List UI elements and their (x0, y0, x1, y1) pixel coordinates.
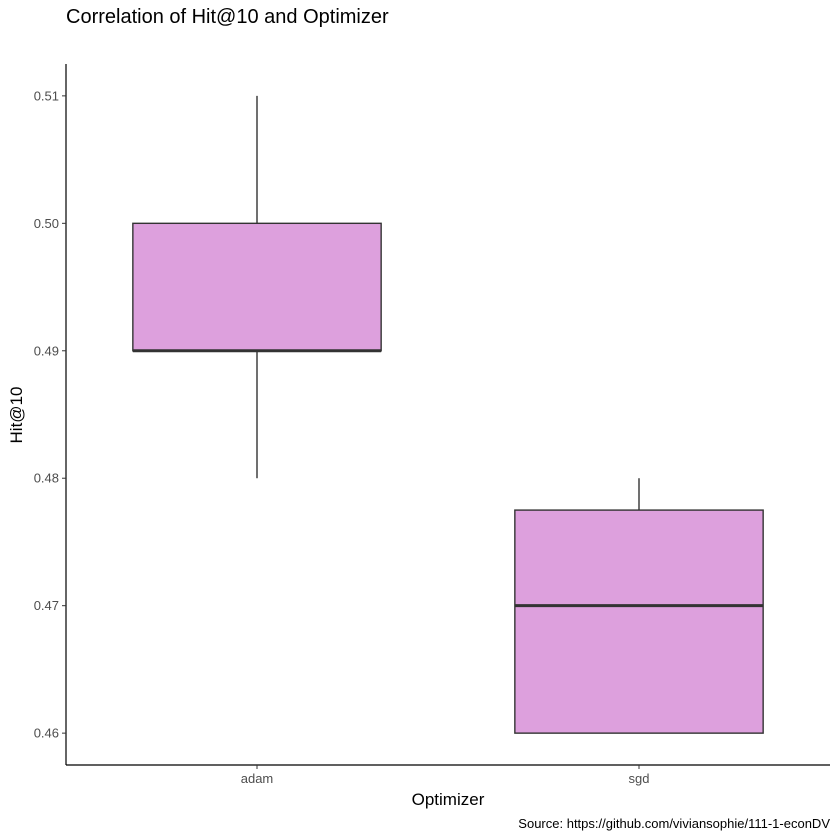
y-tick-label: 0.48 (34, 471, 59, 486)
x-tick-label: sgd (629, 771, 650, 786)
box-sgd-iqr (514, 509, 764, 734)
source-caption: Source: https://github.com/viviansophie/… (518, 816, 830, 831)
y-axis-title: Hit@10 (7, 387, 26, 444)
plot-area: 0.46 0.47 0.48 0.49 0.50 0.51 adam sgd (34, 64, 830, 786)
chart-title: Correlation of Hit@10 and Optimizer (66, 6, 389, 28)
y-tick-label: 0.46 (34, 726, 59, 741)
y-tick-label: 0.51 (34, 88, 59, 103)
y-tick-label: 0.50 (34, 216, 59, 231)
y-tick-label: 0.49 (34, 343, 59, 358)
y-tick-label: 0.47 (34, 598, 59, 613)
x-axis-title: Optimizer (412, 790, 485, 809)
x-tick-label: adam (241, 771, 274, 786)
box-adam-iqr (132, 222, 382, 352)
